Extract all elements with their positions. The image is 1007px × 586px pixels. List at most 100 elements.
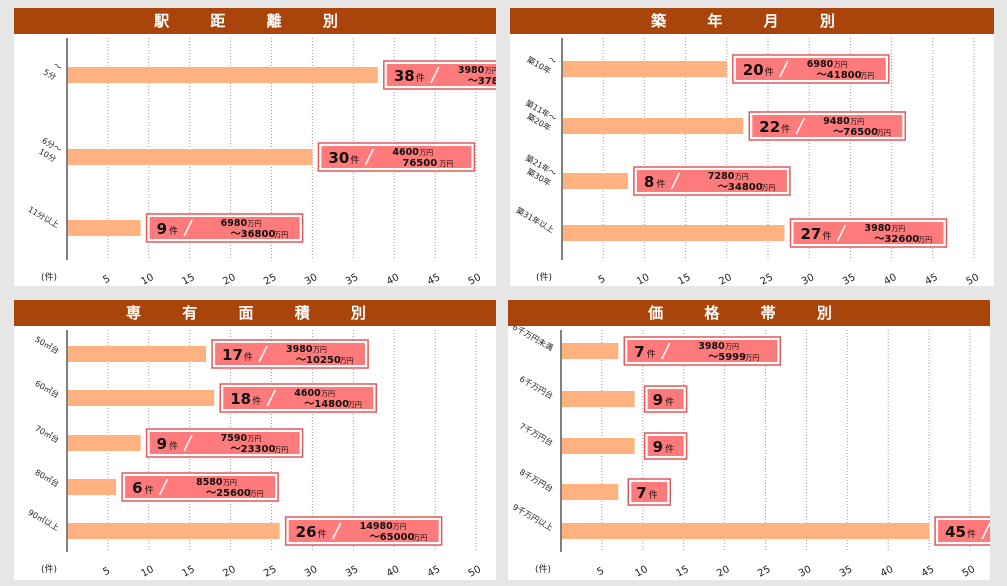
category-label-line: 90㎡以上 (26, 508, 60, 533)
price-max: 〜76500 (833, 127, 878, 138)
price-unit: 万円 (413, 534, 427, 542)
category-label: 築21年〜築30年 (518, 153, 558, 188)
count-label: 26 (296, 523, 317, 541)
count-label: 22 (759, 118, 780, 136)
count-label: 27 (800, 225, 821, 243)
tick-label: 30 (797, 564, 813, 580)
chart-panel-price-range: 価 格 帯 別 5 10 15 20 25 30 35 40 45 50 (件) 6千万円未満 7 件 39… (508, 300, 990, 580)
bar (68, 390, 215, 406)
bar (562, 391, 635, 407)
tick-label: 25 (759, 272, 775, 286)
price-max: 〜34800 (718, 182, 763, 193)
count-label: 9 (653, 438, 663, 456)
label-box-fill (631, 482, 668, 502)
category-label: 6分〜10分 (35, 136, 63, 164)
bar (68, 67, 378, 83)
tick-label: 10 (139, 564, 155, 580)
tick-label: 15 (676, 272, 692, 286)
category-label-line: 80㎡台 (33, 467, 61, 489)
category-label: 50㎡台 (33, 334, 61, 356)
count-label: 38 (394, 67, 415, 85)
category-label-line: 7千万円台 (518, 421, 555, 448)
tick-label: 5 (597, 273, 608, 286)
slash-divider (183, 434, 193, 452)
bar (562, 438, 635, 454)
category-label: 60㎡台 (33, 378, 61, 400)
bar (563, 225, 785, 241)
price-unit: 万円 (393, 523, 407, 531)
tick-label: 20 (221, 272, 237, 286)
tick-label: 30 (303, 564, 319, 580)
count-unit: 件 (765, 66, 774, 78)
label-box-fill (793, 222, 944, 244)
price-unit: 万円 (877, 129, 891, 137)
count-label: 7 (634, 343, 644, 361)
count-unit: 件 (649, 489, 658, 501)
category-label-line: 8千万円台 (518, 467, 555, 494)
price-unit: 万円 (247, 435, 261, 443)
count-unit: 件 (169, 225, 178, 237)
price-min: 7590 (221, 433, 248, 444)
category-label: 9千万円以上 (511, 502, 555, 533)
category-label-line: 築31年以上 (514, 205, 556, 235)
category-label-line: 〜 (52, 61, 63, 73)
count-label: 6 (132, 479, 142, 497)
price-unit: 万円 (340, 357, 354, 365)
bar (68, 346, 207, 362)
price-max: 76500 (402, 158, 437, 169)
category-label: 80㎡台 (33, 467, 61, 489)
price-unit: 万円 (918, 236, 932, 244)
slash-divider (981, 522, 990, 540)
slash-divider (183, 219, 193, 237)
price-unit: 万円 (321, 390, 335, 398)
count-label: 30 (328, 149, 349, 167)
price-max: 〜41800 (817, 70, 862, 81)
slash-divider (661, 342, 671, 360)
count-unit: 件 (665, 443, 674, 455)
price-unit: 万円 (735, 173, 749, 181)
price-max: 〜10250 (296, 355, 341, 366)
price-min: 6980 (807, 59, 834, 70)
tick-label: 15 (180, 564, 196, 580)
price-max: 〜14800 (304, 399, 349, 410)
tick-label: 20 (717, 272, 733, 286)
label-box-fill (125, 476, 276, 498)
tick-label: 35 (344, 272, 360, 286)
count-label: 9 (157, 435, 167, 453)
count-unit: 件 (781, 123, 790, 135)
tick-label: 20 (715, 564, 731, 580)
price-min: 14980 (360, 521, 393, 532)
count-label: 20 (743, 61, 764, 79)
label-box-fill (215, 343, 366, 365)
tick-label: 50 (467, 564, 483, 580)
category-label: 7千万円台 (518, 421, 555, 448)
category-label-line: 11分以上 (26, 205, 60, 230)
category-label: 6千万円台 (518, 374, 555, 401)
tick-label: 35 (838, 564, 854, 580)
count-unit: 件 (967, 528, 976, 540)
count-unit: 件 (145, 484, 154, 496)
price-unit: 万円 (485, 67, 496, 75)
tick-label: 25 (262, 272, 278, 286)
price-max: 〜37800 (468, 76, 496, 87)
chart-svg: 5101520253035404550(件)〜5分38件3980万円〜37800… (26, 38, 496, 286)
slash-divider (836, 224, 847, 242)
count-unit: 件 (318, 528, 327, 540)
tick-label: 40 (385, 272, 401, 286)
price-max: 〜32600 (874, 234, 919, 245)
bar (563, 118, 744, 134)
category-label: 築11年〜築20年 (518, 98, 558, 133)
slash-divider (430, 66, 440, 84)
tick-label: 50 (467, 272, 483, 286)
category-label-line: 6千万円台 (518, 374, 555, 401)
count-unit: 件 (665, 396, 674, 408)
bar (68, 479, 117, 495)
label-box-fill (636, 170, 787, 192)
tick-label: 45 (923, 272, 939, 286)
tick-label: 50 (965, 272, 981, 286)
count-label: 17 (222, 346, 243, 364)
price-unit: 万円 (274, 446, 288, 454)
tick-label: 45 (920, 564, 936, 580)
